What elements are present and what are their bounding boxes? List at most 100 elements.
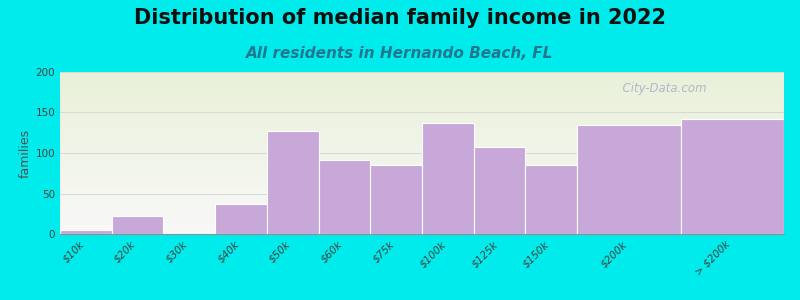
Bar [60,182,784,183]
Bar [60,225,784,226]
Bar [60,208,784,209]
Bar [60,229,784,230]
Bar [60,135,784,136]
Bar [60,176,784,177]
Bar [60,107,784,108]
Bar [60,99,784,100]
Bar [60,111,784,112]
Bar [60,175,784,176]
Bar [60,221,784,222]
Bar [267,131,318,234]
Bar [60,105,784,106]
Bar [60,77,784,78]
Y-axis label: families: families [18,128,31,178]
Bar [60,214,784,215]
Bar [60,143,784,144]
Bar [60,89,784,90]
Bar [60,153,784,154]
Bar [60,146,784,147]
Bar [60,79,784,80]
Bar [60,212,784,213]
Bar [60,216,784,217]
Bar [60,136,784,137]
Bar [60,171,784,172]
Bar [60,163,784,164]
Text: All residents in Hernando Beach, FL: All residents in Hernando Beach, FL [246,46,554,62]
Bar [60,121,784,122]
Bar [60,192,784,193]
Bar [60,110,784,111]
Bar [60,199,784,200]
Bar [60,106,784,107]
Bar [60,159,784,160]
Bar [60,144,784,145]
Bar [60,179,784,180]
Bar [60,183,784,184]
Bar [60,206,784,207]
Bar [60,113,784,114]
Bar [60,226,784,227]
Bar [60,82,784,83]
Bar [60,164,784,165]
Bar [60,103,784,104]
Bar [370,165,422,234]
Bar [60,108,784,109]
Bar [60,200,784,201]
Bar [60,178,784,179]
Bar [60,207,784,208]
Bar [60,202,784,203]
Bar [60,83,784,84]
Bar [60,112,784,113]
Bar [60,232,784,233]
Bar [60,122,784,123]
Bar [60,158,784,159]
Bar [60,227,784,228]
Bar [60,123,784,124]
Bar [60,78,784,79]
Bar [60,217,784,218]
Bar [60,162,784,163]
Bar [60,132,784,133]
Bar [60,188,784,189]
Bar [60,166,784,167]
Bar [60,186,784,187]
Bar [60,93,784,94]
Bar [60,109,784,110]
Bar [60,181,784,182]
Bar [60,98,784,99]
Bar [60,92,784,93]
Bar [60,204,784,205]
Bar [60,137,784,138]
Bar [60,165,784,166]
Text: Distribution of median family income in 2022: Distribution of median family income in … [134,8,666,28]
Bar [60,233,784,234]
Bar [60,190,784,191]
Bar [60,124,784,125]
Bar [60,72,784,73]
Bar [60,149,784,150]
Bar [60,223,784,224]
Bar [60,81,784,82]
Bar [60,187,784,188]
Bar [60,180,784,181]
Bar [60,139,784,140]
Bar [60,170,784,171]
Bar [60,75,784,76]
Bar [60,184,784,185]
Bar [60,114,784,115]
Bar [60,134,784,135]
Bar [60,141,784,142]
Bar [60,230,784,231]
Bar [60,194,784,195]
Bar [60,84,784,85]
Bar [60,155,784,156]
Bar [60,129,784,130]
Bar [60,191,784,192]
Bar [60,86,784,87]
Bar [60,152,784,153]
Bar [60,156,784,157]
Bar [60,218,784,219]
Bar [60,197,784,198]
Bar [60,168,784,169]
Bar [60,231,784,232]
